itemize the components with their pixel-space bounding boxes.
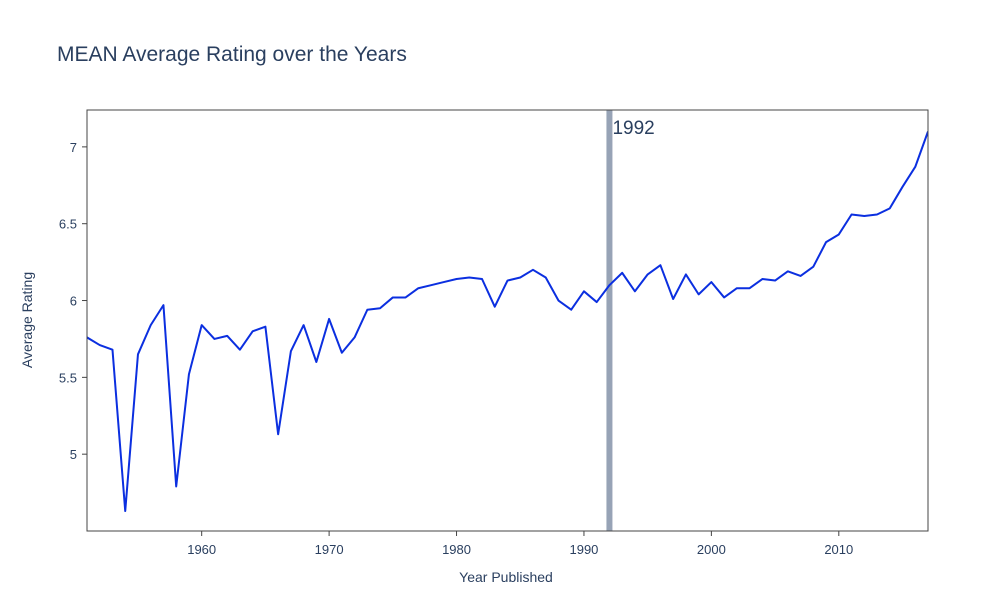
series-line — [87, 131, 928, 513]
x-tick-label: 1960 — [187, 542, 216, 557]
y-tick-label: 6.5 — [59, 217, 77, 232]
plot-area: 1992 1960 1970 1980 1990 2000 2010 5 5.5 6 6.5 7 — [59, 109, 929, 557]
y-tick-label: 7 — [70, 140, 77, 155]
chart-title: MEAN Average Rating over the Years — [57, 43, 407, 66]
x-tick-label: 2010 — [824, 542, 853, 557]
x-tick-label: 2000 — [697, 542, 726, 557]
x-tick-label: 1980 — [442, 542, 471, 557]
x-tick-label: 1970 — [315, 542, 344, 557]
x-axis-title: Year Published — [459, 569, 553, 585]
y-axis-title: Average Rating — [19, 272, 35, 368]
y-tick-label: 5 — [70, 447, 77, 462]
x-tick-label: 1990 — [569, 542, 598, 557]
plot-frame — [86, 109, 929, 532]
y-tick-label: 6 — [70, 294, 77, 309]
y-tick-label: 5.5 — [59, 370, 77, 385]
reference-line-label: 1992 — [612, 118, 654, 139]
